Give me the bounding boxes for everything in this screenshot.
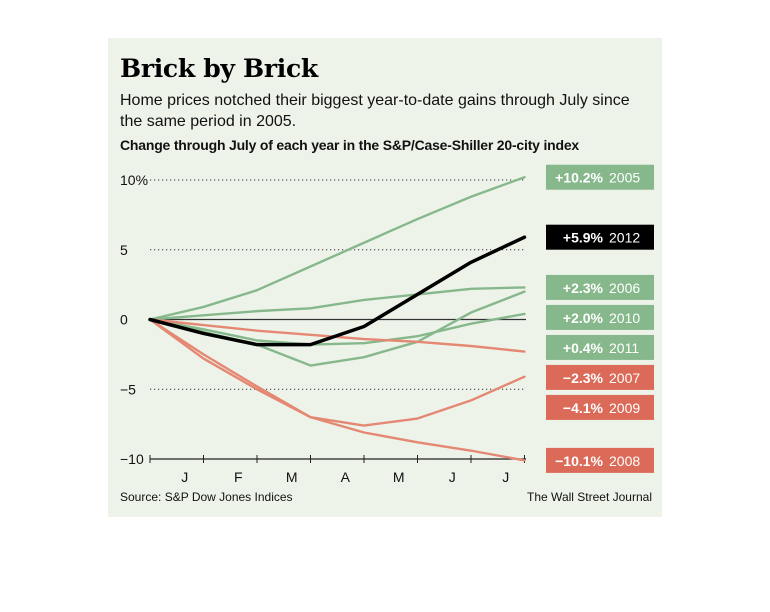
series-label-2010: +2.0% 2010 — [546, 304, 654, 330]
chart-title: Brick by Brick — [120, 54, 318, 83]
x-tick-label: M — [393, 469, 405, 485]
series-label-box — [546, 224, 654, 250]
series-line-2006 — [148, 286, 526, 321]
series-end-labels: +10.2% 2005 +5.9% 2012 +2.3% 2006 +2.0% 2010 +0.… — [546, 164, 654, 473]
series-year: 2012 — [609, 230, 640, 246]
series-change-value: −2.3% — [563, 370, 604, 386]
line-chart: 10% 5 0 −5 −10 J F M A M J J +10.2% 2005 +5.9% 2012 +2… — [120, 164, 654, 485]
y-tick-label: 10% — [120, 172, 148, 188]
series-year: 2005 — [609, 170, 640, 186]
series-line-2008 — [148, 318, 526, 462]
series-label-2006: +2.3% 2006 — [546, 274, 654, 300]
chart-subtitle: Home prices notched their biggest year-t… — [120, 92, 630, 130]
x-tick-label: J — [181, 469, 188, 485]
chart-heading: Change through July of each year in the … — [120, 137, 580, 153]
publisher-credit: The Wall Street Journal — [527, 490, 652, 504]
series-change-value: +10.2% — [555, 170, 603, 186]
grid-lines — [150, 179, 526, 460]
x-tick-label: J — [449, 469, 456, 485]
series-year: 2011 — [609, 340, 639, 356]
series-label-box — [546, 304, 654, 330]
series-year: 2007 — [609, 370, 640, 386]
series-label-box — [546, 394, 654, 420]
series-line-2010 — [148, 290, 526, 367]
x-tick-label: M — [286, 469, 298, 485]
series-year: 2009 — [609, 400, 640, 416]
y-tick-label: −5 — [120, 381, 136, 397]
series-label-2012: +5.9% 2012 — [546, 224, 654, 250]
series-label-box — [546, 164, 654, 190]
series-change-value: +0.4% — [563, 340, 604, 356]
series-line-2005 — [148, 176, 526, 321]
series-label-2007: −2.3% 2007 — [546, 364, 654, 390]
x-tick-label: A — [341, 469, 351, 485]
series-change-value: +2.3% — [563, 280, 604, 296]
series-year: 2008 — [609, 453, 640, 469]
series-change-value: −4.1% — [563, 400, 604, 416]
series-change-value: +5.9% — [563, 230, 604, 246]
y-tick-label: 5 — [120, 242, 128, 258]
x-tick-label: F — [234, 469, 243, 485]
series-label-2005: +10.2% 2005 — [546, 164, 654, 190]
series-year: 2006 — [609, 280, 640, 296]
chart-panel: Brick by Brick Home prices notched their… — [108, 38, 662, 517]
series-line-2011 — [148, 312, 526, 346]
y-axis-ticks: 10% 5 0 −5 −10 — [120, 172, 148, 467]
series-label-2008: −10.1% 2008 — [546, 447, 654, 473]
series-label-box — [546, 364, 654, 390]
series-change-value: −10.1% — [555, 453, 603, 469]
series-line-2009 — [148, 318, 526, 427]
y-tick-label: 0 — [120, 312, 128, 328]
series-label-box — [546, 274, 654, 300]
series-label-2009: −4.1% 2009 — [546, 394, 654, 420]
series-label-box — [546, 447, 654, 473]
series-change-value: +2.0% — [563, 310, 604, 326]
series-lines — [148, 176, 527, 462]
series-label-2011: +0.4% 2011 — [546, 334, 654, 360]
x-tick-label: J — [502, 469, 509, 485]
series-label-box — [546, 334, 654, 360]
series-year: 2010 — [609, 310, 640, 326]
source-note: Source: S&P Dow Jones Indices — [120, 490, 293, 504]
y-tick-label: −10 — [120, 451, 144, 467]
series-line-2012 — [148, 235, 527, 347]
